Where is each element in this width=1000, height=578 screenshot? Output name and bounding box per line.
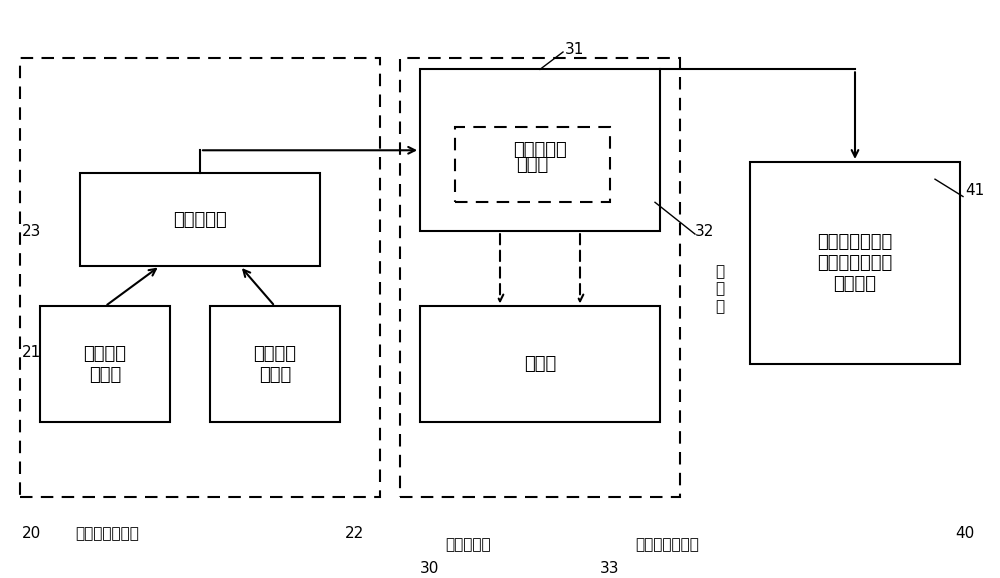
Bar — [210, 306, 340, 422]
Text: 31: 31 — [565, 42, 584, 57]
Text: 检波器: 检波器 — [516, 155, 549, 174]
Text: 等离子体发生器: 等离子体发生器 — [635, 538, 699, 553]
Text: 脉冲调制
发生器: 脉冲调制 发生器 — [254, 344, 296, 384]
Bar — [420, 69, 660, 231]
Text: 显示屏: 显示屏 — [524, 355, 556, 373]
Bar — [750, 162, 960, 364]
Text: 20: 20 — [22, 526, 41, 541]
Text: 功率显示器: 功率显示器 — [445, 538, 491, 553]
Text: 功率放大器: 功率放大器 — [173, 210, 227, 229]
Text: 微波信号
发生器: 微波信号 发生器 — [84, 344, 127, 384]
Text: 定向耦合器: 定向耦合器 — [513, 141, 567, 160]
Text: 22: 22 — [345, 526, 364, 541]
Text: 33: 33 — [600, 561, 620, 576]
Bar — [20, 58, 380, 497]
Text: 21: 21 — [22, 345, 41, 360]
Bar — [40, 306, 170, 422]
Text: 40: 40 — [955, 526, 974, 541]
Text: 蜻蜓型同轴谐振
微波放电等离子
体发生器: 蜻蜓型同轴谐振 微波放电等离子 体发生器 — [817, 233, 893, 293]
Text: 30: 30 — [420, 561, 439, 576]
Bar — [400, 58, 680, 497]
Text: 脉冲微波发生器: 脉冲微波发生器 — [75, 526, 139, 541]
Text: 23: 23 — [22, 224, 41, 239]
Text: 32: 32 — [695, 224, 714, 239]
Text: 同
轴
线: 同 轴 线 — [715, 264, 724, 314]
Bar — [80, 173, 320, 266]
Bar — [420, 306, 660, 422]
Bar — [455, 127, 610, 202]
Text: 41: 41 — [965, 183, 984, 198]
